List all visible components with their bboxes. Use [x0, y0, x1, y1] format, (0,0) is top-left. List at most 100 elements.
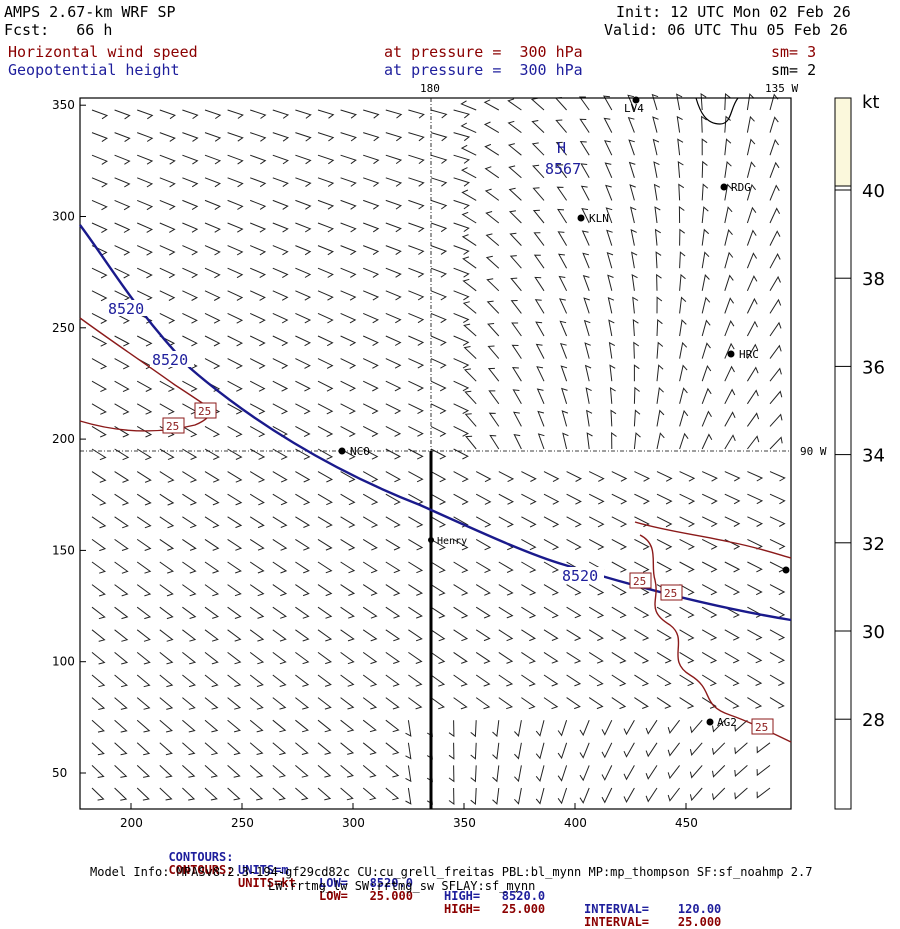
wind-barb — [91, 448, 107, 461]
wind-barb — [634, 629, 650, 641]
wind-barb — [159, 606, 174, 620]
wind-barb — [114, 652, 129, 665]
wind-barb — [182, 267, 199, 279]
wind-barb — [747, 435, 760, 450]
wind-barb — [746, 161, 756, 178]
wind-barb — [521, 493, 537, 505]
wind-barb — [430, 471, 447, 483]
c2-units: UNITS=kt — [238, 876, 296, 890]
speed-contour-25-d — [639, 534, 792, 743]
wind-barb — [136, 584, 152, 597]
wind-barb — [464, 413, 477, 427]
wind-barb — [408, 380, 425, 392]
wind-barb — [586, 432, 593, 450]
wind-barb — [498, 471, 515, 483]
wind-barb — [385, 358, 402, 369]
wind-barb — [249, 358, 266, 369]
wind-barb — [514, 765, 522, 783]
wind-barb — [182, 742, 196, 756]
wind-barb — [498, 697, 513, 710]
wind-barb — [227, 358, 243, 370]
wind-barb — [534, 299, 545, 314]
wind-barb — [249, 425, 266, 438]
wind-barb — [769, 651, 785, 664]
wind-barb — [756, 765, 771, 777]
wind-barb — [746, 389, 759, 405]
wind-barb — [656, 697, 672, 709]
wind-barb — [227, 425, 243, 438]
wind-barb — [159, 199, 176, 211]
wind-barb — [514, 787, 522, 805]
wind-barb — [340, 132, 357, 142]
wind-barb — [453, 154, 470, 164]
colorbar-tick-label: 28 — [862, 710, 885, 731]
wind-barb — [486, 300, 500, 314]
wind-barb — [250, 267, 267, 279]
wind-barb — [430, 132, 448, 142]
wind-barb — [272, 787, 286, 801]
wind-barb — [769, 629, 786, 641]
wind-barb — [557, 742, 568, 760]
wind-barb — [724, 251, 734, 269]
wind-barb — [521, 674, 536, 687]
wind-barb — [362, 538, 378, 551]
wind-barb — [385, 199, 402, 210]
wind-barb — [769, 697, 785, 709]
height-contour-label: 8520 — [108, 300, 144, 318]
wind-barb — [340, 335, 357, 347]
wind-barb — [492, 720, 500, 738]
wind-barb — [295, 267, 312, 278]
wind-barb — [453, 335, 470, 346]
wind-barb — [627, 94, 635, 111]
wind-barb — [204, 222, 221, 233]
station-dot — [727, 350, 735, 358]
wind-barb — [317, 765, 332, 778]
wind-barb — [601, 765, 613, 781]
wind-barb — [114, 199, 131, 211]
wind-barb — [747, 629, 763, 641]
wind-barb — [385, 493, 401, 506]
wind-barb — [701, 538, 718, 550]
station-dot — [782, 566, 790, 574]
wind-barb — [475, 629, 491, 642]
wind-barb — [557, 720, 568, 737]
wind-barb — [514, 742, 522, 760]
wind-barb — [182, 290, 199, 301]
wind-barb — [137, 199, 154, 211]
wind-barb — [667, 765, 680, 780]
wind-barb — [317, 403, 334, 415]
wind-barb — [769, 230, 781, 246]
wind-barb — [487, 323, 500, 337]
wind-barb — [769, 516, 786, 527]
wind-barb — [581, 230, 590, 246]
wind-barb — [405, 720, 412, 737]
wind-barb — [227, 742, 241, 756]
wind-barb — [582, 252, 590, 269]
wind-barb — [408, 358, 425, 369]
wind-barb — [159, 290, 176, 301]
wind-barb — [272, 222, 289, 233]
wind-barb — [385, 335, 402, 346]
wind-barb — [159, 674, 174, 688]
wind-barb — [408, 629, 423, 642]
wind-barb — [249, 697, 264, 710]
wind-barb — [475, 493, 492, 505]
wind-barb — [701, 296, 711, 314]
wind-barb — [507, 98, 522, 111]
wind-barb — [588, 606, 605, 619]
wind-barb — [605, 207, 613, 224]
lon-label-90w: 90 W — [800, 445, 827, 458]
wind-barb — [408, 584, 423, 596]
wind-barb — [679, 296, 687, 314]
wind-barb — [227, 584, 242, 597]
c1-low: LOW= 8520.0 — [319, 876, 413, 890]
wind-barb — [448, 742, 455, 760]
wind-barb — [724, 697, 740, 709]
wind-barb — [559, 342, 568, 359]
wind-barb — [385, 267, 402, 278]
wind-barb — [701, 228, 710, 246]
wind-barb — [136, 493, 152, 506]
wind-barb — [488, 412, 500, 427]
wind-barb — [430, 425, 447, 437]
wind-barb — [317, 742, 332, 755]
